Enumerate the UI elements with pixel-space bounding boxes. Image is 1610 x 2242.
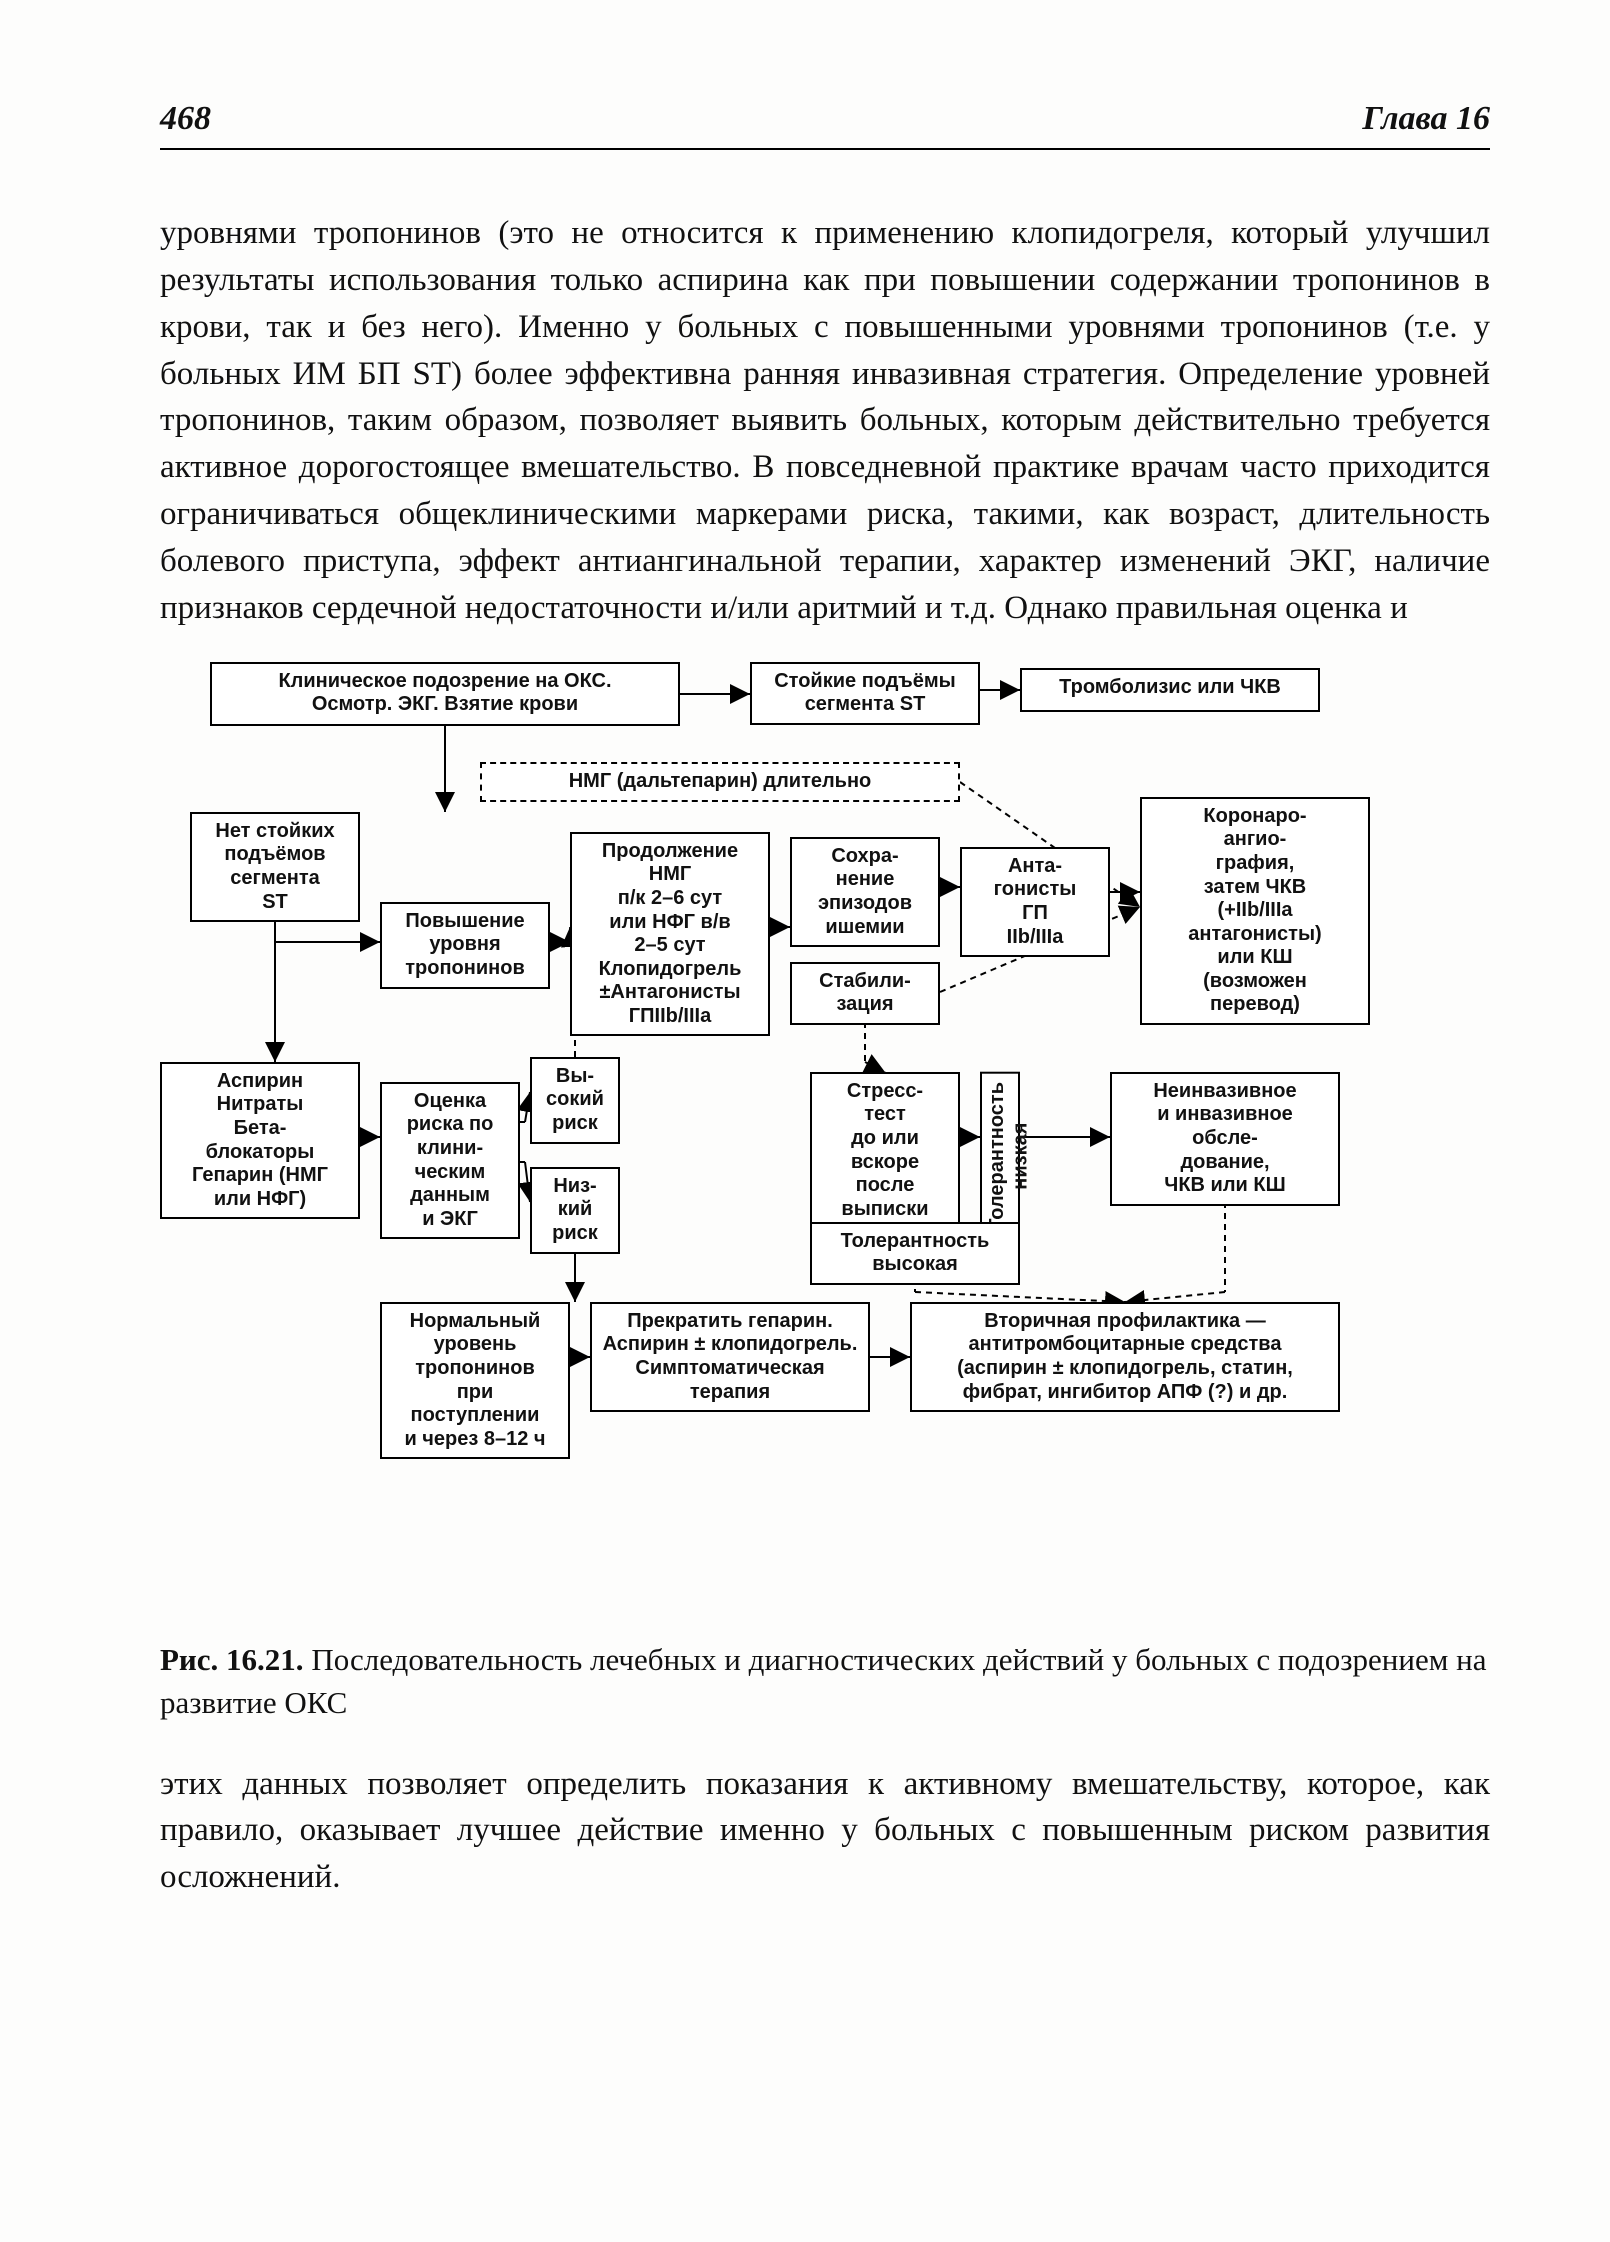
figure-caption-text: Последовательность лечебных и диагностич…	[160, 1642, 1486, 1720]
node-tol_low: Толерантностьнизкая	[980, 1072, 1020, 1241]
page-number: 468	[160, 100, 211, 138]
node-tol_high: Толерантностьвысокая	[810, 1222, 1020, 1285]
node-stress: Стресс-тестдо иливскорепослевыписки	[810, 1072, 960, 1230]
node-meds: АспиринНитратыБета-блокаторыГепарин (НМГ…	[160, 1062, 360, 1220]
node-low_risk: Низ-кийриск	[530, 1167, 620, 1254]
body-paragraph-2: этих данных позволяет определить показан…	[160, 1761, 1490, 1902]
node-st_up: Стойкие подъёмысегмента ST	[750, 662, 980, 725]
node-stop_hep: Прекратить гепарин.Аспирин ± клопидогрел…	[590, 1302, 870, 1412]
node-noninv: Неинвазивноеи инвазивноеобсле-дование,ЧК…	[1110, 1072, 1340, 1206]
node-no_st: Нет стойкихподъёмовсегментаST	[190, 812, 360, 922]
page-header: 468 Глава 16	[160, 100, 1490, 150]
node-risk_eval: Оценкариска поклини-ческимданными ЭКГ	[380, 1082, 520, 1240]
node-stabil: Стабили-зация	[790, 962, 940, 1025]
chapter-label: Глава 16	[1362, 100, 1490, 138]
figure-caption: Рис. 16.21. Последовательность лечебных …	[160, 1638, 1490, 1725]
node-angio: Коронаро-ангио-графия,затем ЧКВ(+IIb/III…	[1140, 797, 1370, 1025]
node-isch: Сохра-нениеэпизодовишемии	[790, 837, 940, 947]
page: 468 Глава 16 уровнями тропонинов (это не…	[0, 0, 1610, 2242]
node-nmg_long: НМГ (дальтепарин) длительно	[480, 762, 960, 802]
node-cont_nmg: ПродолжениеНМГп/к 2–6 сутили НФГ в/в2–5 …	[570, 832, 770, 1037]
node-thromb: Тромболизис или ЧКВ	[1020, 668, 1320, 712]
node-antag: Анта-гонистыГПIIb/IIIa	[960, 847, 1110, 957]
flowchart-figure: Клиническое подозрение на ОКС.Осмотр. ЭК…	[150, 662, 1470, 1602]
node-start: Клиническое подозрение на ОКС.Осмотр. ЭК…	[210, 662, 680, 726]
node-norm_trop: Нормальныйуровеньтропониновпри поступлен…	[380, 1302, 570, 1460]
node-second: Вторичная профилактика —антитромбоцитарн…	[910, 1302, 1340, 1412]
body-paragraph-1: уровнями тропонинов (это не относится к …	[160, 210, 1490, 632]
node-high_risk: Вы-сокийриск	[530, 1057, 620, 1144]
node-elev_trop: Повышениеуровнятропонинов	[380, 902, 550, 989]
figure-caption-label: Рис. 16.21.	[160, 1642, 304, 1677]
